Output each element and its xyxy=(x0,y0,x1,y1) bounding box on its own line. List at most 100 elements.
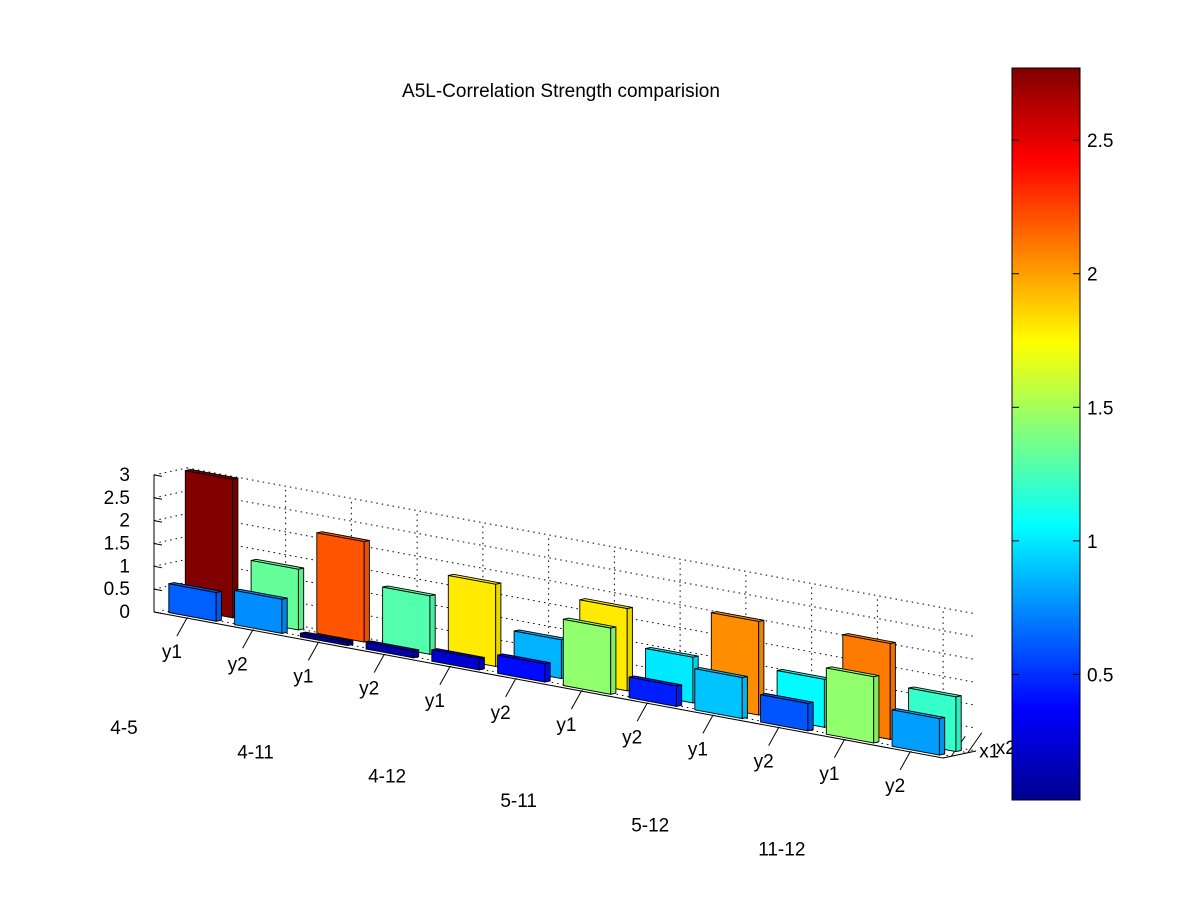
bar-top-face xyxy=(711,611,764,622)
bar-top-face xyxy=(168,582,222,593)
x-axis-ticks: y1 y2 4-5 y1 y2 4-11 y1 y2 4-12 y1 y2 5-11 y1 y2 5-12 y… xyxy=(110,617,1016,861)
bar-side-face xyxy=(297,567,305,631)
bar-x1-y1-4-11 xyxy=(299,631,354,647)
group-label: 4-11 xyxy=(237,742,274,763)
x-tick-label: y1 xyxy=(819,764,839,785)
x-tick-label: y1 xyxy=(688,739,708,760)
depth-tick-label: x1 xyxy=(979,741,999,762)
depth-tick-label: x2 xyxy=(996,738,1016,759)
bar-x1-y2-5-12 xyxy=(760,693,814,732)
z-tick-label: 1 xyxy=(119,556,130,577)
colorbar-tick-label: 2.5 xyxy=(1087,131,1113,152)
bar-x2-y1-4-5 xyxy=(184,468,239,619)
bar-side-face xyxy=(478,656,485,671)
x-axis-line xyxy=(153,611,944,759)
z-tick-label: 0 xyxy=(119,602,130,623)
bar-top-face xyxy=(892,708,945,720)
colorbar-tick-label: 2 xyxy=(1087,265,1098,286)
bar-top-face xyxy=(365,640,419,652)
x-tick xyxy=(176,617,188,637)
z-gridline xyxy=(186,467,977,615)
bar-x1-y1-4-12 xyxy=(431,648,485,671)
x-tick-label: y2 xyxy=(228,654,248,675)
bar-side-face xyxy=(873,675,880,744)
bar-side-face xyxy=(610,626,617,695)
x-tick-label: y1 xyxy=(556,715,576,736)
z-gridline xyxy=(153,535,188,544)
bar-x1-y2-5-11 xyxy=(628,675,683,707)
bar-top-face xyxy=(694,667,748,678)
z-axis-ticks: 00.511.522.53 xyxy=(104,465,163,623)
y-axis-line xyxy=(942,750,977,759)
bar-top-face xyxy=(382,585,436,597)
z-tick xyxy=(153,588,163,592)
bar-top-face xyxy=(431,648,485,659)
z-tick-label: 2 xyxy=(119,511,130,532)
bar-top-face xyxy=(185,468,238,480)
z-tick-label: 1.5 xyxy=(104,533,130,554)
bar-x1-y2-4-11 xyxy=(365,640,420,659)
z-tick xyxy=(153,497,163,500)
group-label: 4-12 xyxy=(368,767,406,788)
bar-top-face xyxy=(629,675,682,687)
bar-top-face xyxy=(234,588,288,600)
x-tick-label: y2 xyxy=(491,703,511,724)
z-tick-label: 0.5 xyxy=(104,579,130,600)
bar-x2-y1-4-12 xyxy=(447,573,502,667)
x-tick xyxy=(899,751,911,771)
bar-x1-y2-11-12 xyxy=(891,708,946,756)
z-gridline xyxy=(153,513,188,522)
colorbar-tick-label: 1.5 xyxy=(1087,398,1113,419)
z-tick xyxy=(153,520,163,523)
bar-top-face xyxy=(842,633,896,644)
bar-side-face xyxy=(675,684,683,707)
group-label: 5-11 xyxy=(500,791,537,812)
group-label: 11-12 xyxy=(758,840,805,861)
z-gridline xyxy=(153,558,188,567)
x-tick-label: y2 xyxy=(885,776,905,797)
x-tick-label: y1 xyxy=(293,666,313,687)
bar-side-face xyxy=(938,716,946,756)
bars xyxy=(168,468,962,756)
bar-side-face xyxy=(363,539,370,643)
group-label: 4-5 xyxy=(110,718,137,739)
bar-x2-y1-4-11 xyxy=(316,531,370,643)
group-label: 5-12 xyxy=(631,815,669,836)
depth-tick xyxy=(967,732,983,754)
bar-top-face xyxy=(251,558,304,570)
bar-side-face xyxy=(281,597,288,634)
bar-side-face xyxy=(215,590,222,622)
bar-top-face xyxy=(563,617,616,629)
z-tick-label: 3 xyxy=(119,465,130,486)
bar-x1-y1-5-11 xyxy=(562,617,617,695)
bar-top-face xyxy=(497,653,551,665)
colorbar-gradient xyxy=(1011,67,1081,801)
bar-top-face xyxy=(579,598,633,609)
x-tick xyxy=(570,690,582,710)
z-tick xyxy=(153,542,163,546)
x-tick-label: y2 xyxy=(622,727,642,748)
bar-front-face xyxy=(825,667,875,744)
colorbar-tick-label: 1 xyxy=(1087,532,1098,553)
bar-x1-y2-4-5 xyxy=(234,588,288,634)
x-tick-label: y2 xyxy=(359,679,379,700)
x-tick-label: y1 xyxy=(162,642,182,663)
bar-side-face xyxy=(955,695,962,753)
x-tick xyxy=(242,630,254,649)
z-tick xyxy=(153,611,163,614)
bar-side-face xyxy=(741,675,748,720)
bar-side-face xyxy=(544,662,551,683)
bar-side-face xyxy=(807,701,814,732)
chart-title: A5L-Correlation Strength comparision xyxy=(402,81,720,102)
x-tick xyxy=(702,715,714,734)
z-tick xyxy=(153,565,163,569)
bar-x1-y1-11-12 xyxy=(825,666,880,744)
bar-top-face xyxy=(908,686,962,698)
bar-front-face xyxy=(316,532,365,643)
bar-front-face xyxy=(562,618,612,695)
x-tick xyxy=(307,642,319,661)
bar-x1-y1-5-12 xyxy=(694,667,748,720)
x-tick xyxy=(768,727,780,746)
x-tick xyxy=(636,703,648,722)
